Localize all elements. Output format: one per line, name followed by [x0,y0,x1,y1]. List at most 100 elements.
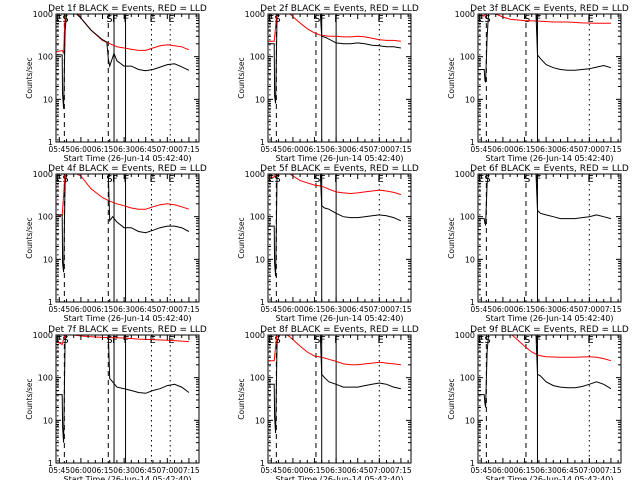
y-tick-label: 100 [460,213,475,222]
x-tick-label: 05:45 [470,466,492,475]
marker-label-F: F [124,335,130,346]
y-tick-label: 10 [465,255,475,264]
x-tick-label: 07:00 [157,466,179,475]
x-axis-label: Start Time (26-Jun-14 05:42:40) [276,475,404,480]
marker-label-F: F [334,14,340,25]
marker-label-F: F [320,335,326,346]
y-tick-label: 10 [43,255,53,264]
x-tick-label: 06:45 [557,466,579,475]
marker-lines [479,174,590,302]
x-tick-label: 06:15 [304,466,326,475]
x-tick-label: 06:15 [304,305,326,314]
marker-lines [269,335,380,463]
x-tick-label: 07:00 [157,145,179,154]
x-tick-label: 06:45 [135,145,157,154]
x-tick-label: 06:30 [113,145,135,154]
x-tick-label: 05:45 [48,145,70,154]
marker-label-E: E [478,335,484,346]
x-tick-label: 05:45 [48,305,70,314]
x-tick-label: 06:45 [135,305,157,314]
x-tick-label: 06:15 [92,145,114,154]
y-tick-label: 1 [48,298,53,307]
series-line-events [478,174,612,227]
x-tick-label: 07:15 [178,305,200,314]
y-tick-label: 100 [460,374,475,383]
marker-label-E: E [149,14,155,25]
marker-label-E: E [268,174,274,185]
x-tick-label: 07:00 [369,305,391,314]
panel-title: Det 2f BLACK = Events, RED = LLD [260,4,419,14]
marker-label-F: F [112,174,118,185]
series-line-events [56,335,190,443]
y-tick-label: 100 [38,374,53,383]
x-axis-label: Start Time (26-Jun-14 05:42:40) [486,475,614,480]
y-axis-label: Counts/sec [25,378,34,419]
x-axis-label: Start Time (26-Jun-14 05:42:40) [64,154,192,163]
marker-lines [479,335,590,463]
x-tick-label: 07:00 [369,145,391,154]
y-tick-label: 10 [255,416,265,425]
marker-label-E: E [377,335,383,346]
marker-label-E: E [377,174,383,185]
marker-label-E: E [56,335,62,346]
series-line-events [268,174,402,277]
x-axis-label: Start Time (26-Jun-14 05:42:40) [486,154,614,163]
x-tick-label: 07:00 [579,305,601,314]
x-tick-label: 06:30 [113,305,135,314]
marker-label-F: F [334,335,340,346]
x-axis-label: Start Time (26-Jun-14 05:42:40) [486,314,614,323]
plot-frame [267,13,412,143]
marker-label-F: F [535,174,541,185]
x-tick-label: 06:45 [347,466,369,475]
marker-label-S: S [314,335,320,346]
series-line-lld [478,335,612,362]
series-line-lld [268,335,401,366]
y-axis-label: Counts/sec [447,217,456,258]
y-tick-label: 1000 [455,10,475,19]
y-tick-label: 1 [48,459,53,468]
marker-label-E: E [268,14,274,25]
x-tick-label: 06:45 [347,305,369,314]
x-tick-label: 07:15 [600,145,622,154]
plot-frame [267,173,412,303]
marker-lines [57,335,171,463]
y-axis-label: Counts/sec [447,57,456,98]
y-tick-label: 100 [250,213,265,222]
marker-label-F: F [535,335,541,346]
marker-label-F: F [124,174,130,185]
plot-frame [477,13,622,143]
plot-frame [55,334,200,464]
y-tick-label: 10 [43,95,53,104]
y-tick-label: 1 [260,298,265,307]
x-tick-label: 07:15 [178,145,200,154]
panel-title: Det 7f BLACK = Events, RED = LLD [48,325,207,335]
y-tick-label: 1000 [33,331,53,340]
x-tick-label: 07:00 [579,466,601,475]
y-tick-label: 1 [260,138,265,147]
marker-label-E: E [478,174,484,185]
marker-label-S: S [274,14,280,25]
x-tick-label: 05:45 [260,145,282,154]
x-tick-label: 07:15 [390,145,412,154]
x-tick-label: 07:00 [579,145,601,154]
y-axis-label: Counts/sec [237,378,246,419]
series-line-lld [268,174,402,195]
marker-label-E: E [168,174,174,185]
y-tick-label: 1 [470,298,475,307]
marker-label-S: S [314,14,320,25]
marker-label-F: F [124,14,130,25]
x-tick-label: 06:30 [325,145,347,154]
marker-label-F: F [320,14,326,25]
x-tick-label: 06:45 [557,305,579,314]
marker-label-E: E [168,14,174,25]
series-line-events [478,335,612,408]
plot-frame [55,13,200,143]
y-tick-label: 100 [38,53,53,62]
x-tick-label: 06:15 [92,466,114,475]
series-line-events [268,335,402,434]
x-tick-label: 06:00 [282,466,304,475]
series-line-lld [478,14,611,24]
marker-label-F: F [334,174,340,185]
